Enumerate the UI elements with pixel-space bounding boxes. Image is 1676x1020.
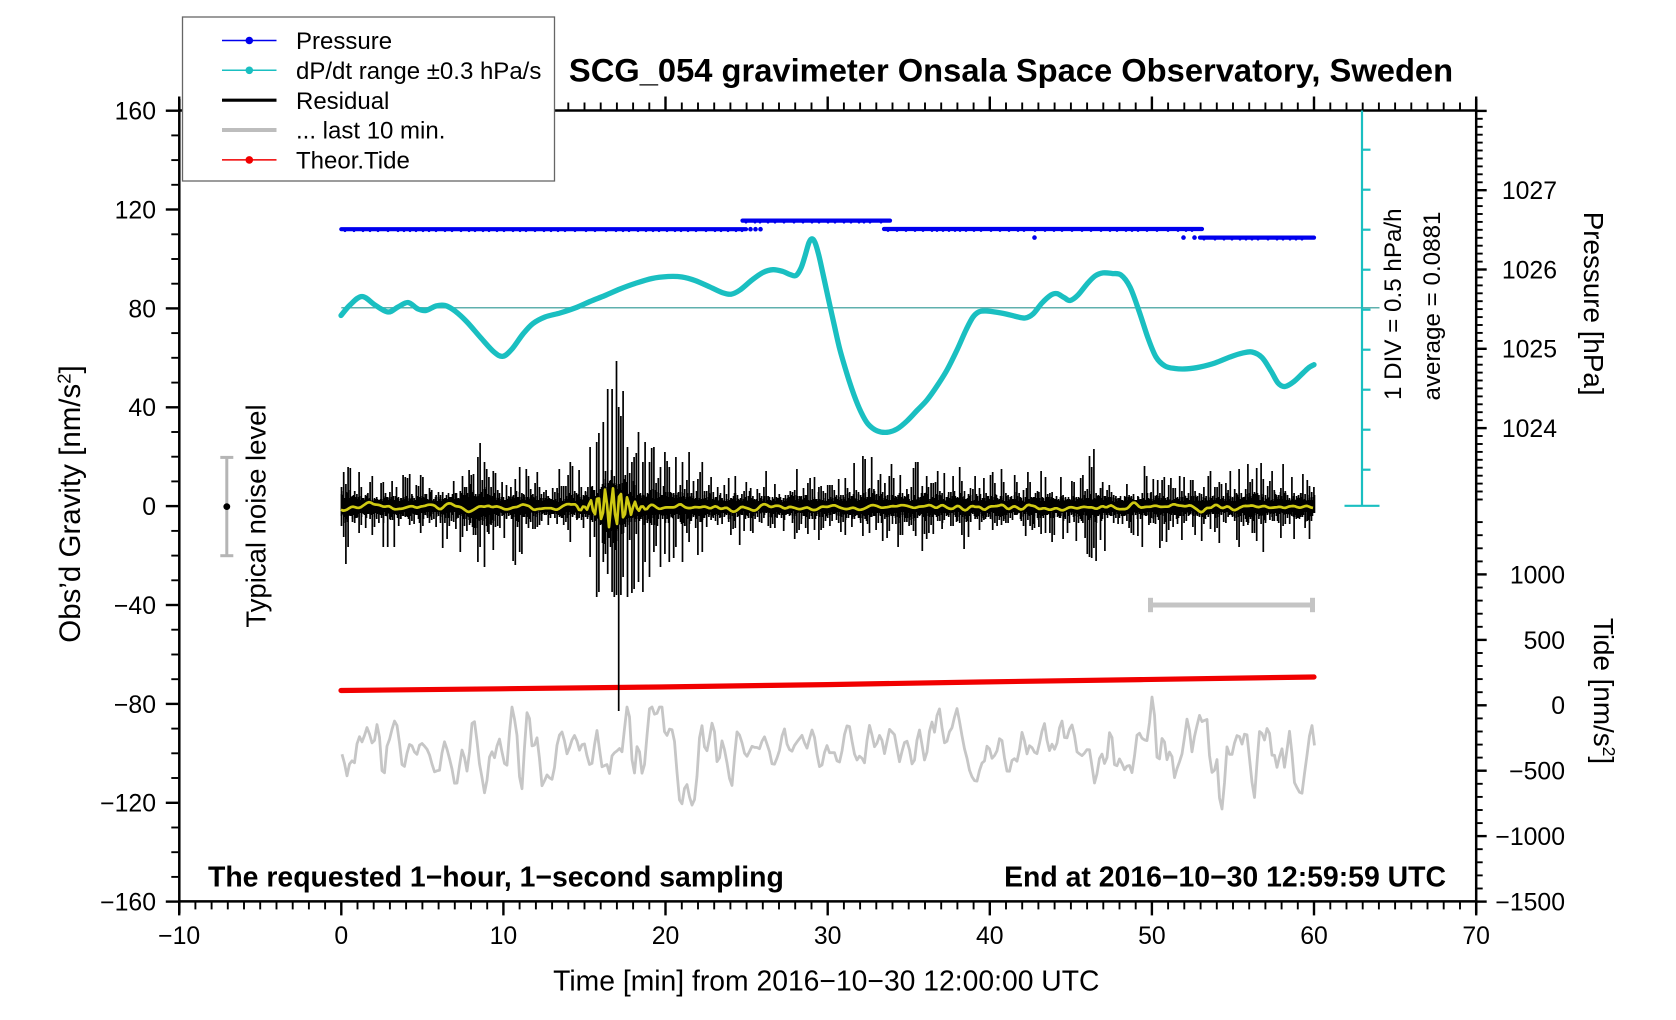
- svg-text:−80: −80: [114, 692, 156, 719]
- svg-text:SCG_054 gravimeter Onsala Spac: SCG_054 gravimeter Onsala Space Observat…: [569, 52, 1453, 89]
- svg-text:10: 10: [490, 923, 518, 950]
- svg-text:120: 120: [115, 197, 156, 224]
- svg-text:60: 60: [1300, 923, 1328, 950]
- svg-text:−160: −160: [100, 890, 156, 917]
- svg-text:50: 50: [1138, 923, 1166, 950]
- svg-text:20: 20: [652, 923, 680, 950]
- svg-text:−1500: −1500: [1495, 890, 1565, 917]
- svg-text:−40: −40: [114, 593, 156, 620]
- svg-text:−10: −10: [158, 923, 200, 950]
- svg-text:Obs’d Gravity [nm/s2]: Obs’d Gravity [nm/s2]: [54, 365, 88, 643]
- svg-text:Pressure: Pressure: [296, 28, 392, 55]
- svg-text:−120: −120: [100, 791, 156, 818]
- svg-text:The requested 1−hour, 1−second: The requested 1−hour, 1−second sampling: [208, 861, 784, 893]
- svg-text:Pressure [hPa]: Pressure [hPa]: [1578, 212, 1609, 396]
- svg-text:−1000: −1000: [1495, 824, 1565, 851]
- svg-text:0: 0: [1551, 693, 1565, 720]
- svg-text:average = 0.0881: average = 0.0881: [1419, 212, 1446, 401]
- svg-text:0: 0: [334, 923, 348, 950]
- svg-text:Tide [nm/s2]: Tide [nm/s2]: [1588, 618, 1619, 764]
- svg-text:Residual: Residual: [296, 88, 389, 115]
- svg-text:1 DIV = 0.5 hPa/h: 1 DIV = 0.5 hPa/h: [1380, 208, 1407, 400]
- svg-text:Time [min] from 2016−10−30 12:: Time [min] from 2016−10−30 12:00:00 UTC: [553, 965, 1099, 997]
- svg-text:40: 40: [976, 923, 1004, 950]
- svg-text:1027: 1027: [1502, 178, 1557, 205]
- svg-text:1026: 1026: [1502, 257, 1557, 284]
- svg-text:−500: −500: [1509, 759, 1565, 786]
- svg-text:500: 500: [1524, 628, 1565, 655]
- svg-text:40: 40: [128, 395, 156, 422]
- svg-text:30: 30: [814, 923, 842, 950]
- svg-text:70: 70: [1462, 923, 1490, 950]
- svg-text:Theor.Tide: Theor.Tide: [296, 148, 410, 175]
- svg-text:160: 160: [115, 99, 156, 126]
- svg-text:Typical noise level: Typical noise level: [241, 404, 272, 627]
- svg-text:1000: 1000: [1510, 562, 1565, 589]
- svg-text:1024: 1024: [1502, 416, 1557, 443]
- svg-text:80: 80: [128, 296, 156, 323]
- svg-text:0: 0: [142, 494, 156, 521]
- svg-text:1025: 1025: [1502, 337, 1557, 364]
- svg-text:... last 10 min.: ... last 10 min.: [296, 118, 445, 145]
- svg-text:dP/dt range ±0.3 hPa/s: dP/dt range ±0.3 hPa/s: [296, 58, 541, 85]
- svg-text:End at 2016−10−30 12:59:59 UTC: End at 2016−10−30 12:59:59 UTC: [1004, 861, 1446, 893]
